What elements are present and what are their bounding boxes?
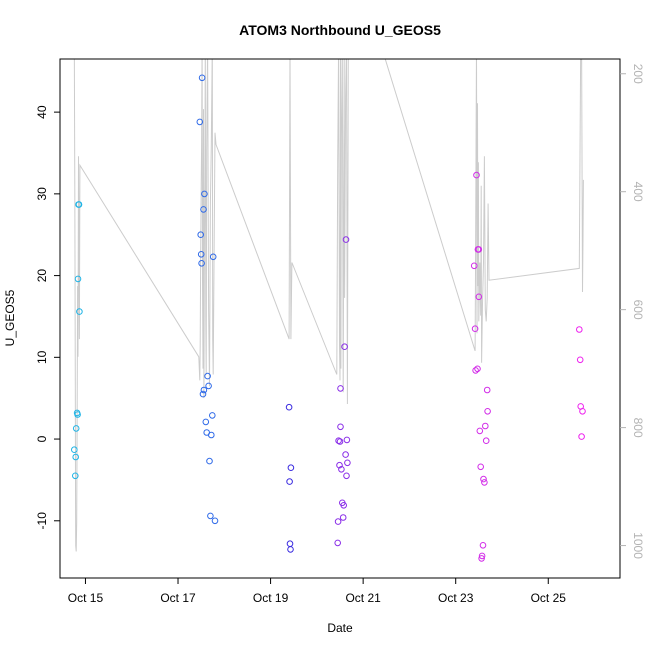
y-tick-label: -10	[35, 512, 49, 530]
data-point	[342, 451, 349, 458]
x-tick-label: Oct 23	[438, 591, 474, 605]
y-tick-label: 30	[35, 187, 49, 201]
data-point	[578, 433, 585, 440]
data-point	[285, 403, 293, 411]
x-tick-label: Oct 25	[531, 591, 567, 605]
data-point	[342, 236, 350, 243]
y-tick-label: 10	[35, 350, 49, 364]
data-point	[211, 517, 219, 525]
data-point	[343, 472, 350, 480]
data-point	[207, 512, 214, 520]
data-point	[478, 555, 485, 562]
x-tick-label: Oct 19	[253, 591, 289, 605]
x-tick-label: Oct 17	[160, 591, 196, 605]
data-point	[197, 231, 204, 238]
data-point	[334, 539, 342, 547]
data-point	[474, 365, 481, 373]
data-point	[483, 386, 491, 394]
data-point	[209, 412, 216, 419]
data-point	[471, 325, 479, 333]
data-point	[196, 118, 204, 126]
data-point	[475, 246, 483, 253]
pressure-line	[73, 59, 584, 552]
data-point	[72, 425, 80, 432]
points-layer	[71, 74, 586, 562]
data-point	[287, 546, 294, 553]
data-point	[205, 382, 212, 390]
data-point	[472, 367, 479, 374]
x-tick-label: Oct 15	[68, 591, 104, 605]
axes-layer: Oct 15 Oct 17 Oct 19 Oct 21 Oct 23 Oct 25 -10 0…	[35, 64, 645, 605]
data-point	[481, 479, 488, 486]
data-point	[206, 457, 213, 465]
data-point	[484, 408, 491, 415]
data-point	[199, 390, 207, 398]
data-point	[344, 459, 351, 467]
data-point	[287, 464, 295, 472]
data-point	[76, 308, 83, 315]
right-tick-label: 600	[631, 300, 645, 320]
data-point	[286, 478, 293, 485]
right-tick-label: 1000	[631, 532, 645, 559]
data-point	[337, 423, 344, 431]
data-point	[470, 262, 478, 270]
data-point	[482, 422, 489, 430]
y-tick-label: 0	[35, 435, 49, 442]
data-point	[476, 427, 484, 435]
data-point	[340, 502, 348, 509]
data-point	[334, 518, 342, 525]
data-point	[202, 418, 210, 426]
data-point	[341, 343, 348, 351]
data-point	[200, 206, 207, 213]
data-point	[480, 475, 487, 483]
data-point	[74, 411, 81, 418]
x-axis-label: Date	[327, 621, 353, 635]
y-tick-label: 20	[35, 269, 49, 283]
data-point	[74, 275, 82, 283]
data-point	[579, 408, 586, 415]
data-point	[200, 386, 208, 394]
data-point	[201, 190, 208, 198]
right-tick-label: 200	[631, 64, 645, 84]
data-point	[71, 446, 78, 454]
data-point	[473, 171, 480, 179]
data-point	[204, 372, 211, 380]
data-point	[197, 251, 205, 258]
data-point	[339, 514, 347, 521]
data-point	[475, 293, 483, 301]
data-point	[343, 436, 351, 444]
data-point	[208, 431, 215, 439]
data-point	[576, 326, 583, 333]
data-point	[72, 453, 79, 461]
data-point	[478, 552, 486, 560]
data-point	[338, 466, 345, 473]
y-tick-label: 40	[35, 105, 49, 119]
data-point	[286, 540, 294, 548]
data-point	[479, 542, 487, 549]
data-point	[209, 253, 217, 261]
right-tick-label: 800	[631, 418, 645, 438]
data-point	[336, 461, 343, 469]
x-tick-label: Oct 21	[345, 591, 381, 605]
data-point	[75, 201, 83, 208]
data-point	[576, 356, 584, 364]
data-point	[198, 260, 205, 267]
data-point	[336, 438, 344, 445]
data-point	[337, 385, 344, 392]
pressure-line-layer	[73, 59, 584, 552]
data-point	[72, 472, 79, 480]
data-point	[198, 74, 206, 82]
y-axis-label: U_GEOS5	[3, 289, 17, 346]
right-tick-label: 400	[631, 182, 645, 202]
chart-title: ATOM3 Northbound U_GEOS5	[239, 22, 441, 38]
plot-frame	[59, 58, 621, 579]
data-point	[482, 437, 490, 445]
data-point	[477, 463, 485, 471]
